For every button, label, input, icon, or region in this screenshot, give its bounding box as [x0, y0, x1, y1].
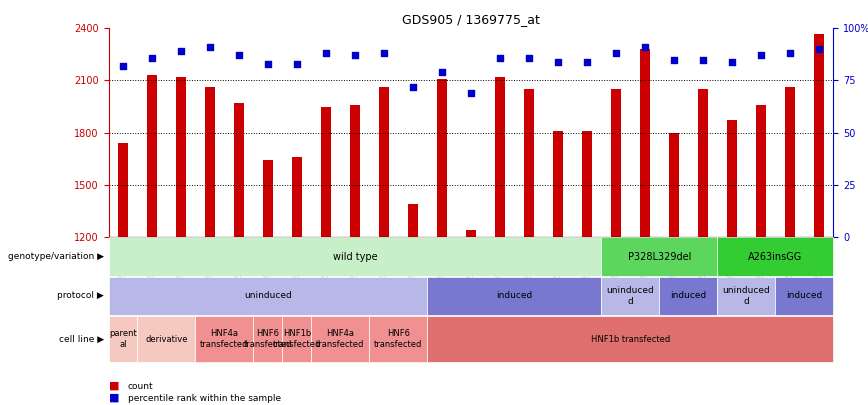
Point — [377, 50, 391, 57]
Text: uninduced: uninduced — [244, 291, 292, 301]
Text: HNF4a
transfected: HNF4a transfected — [316, 330, 365, 349]
Text: HNF4a
transfected: HNF4a transfected — [201, 330, 248, 349]
Bar — [668, 133, 679, 237]
Point — [116, 63, 130, 69]
Text: HNF1b transfected: HNF1b transfected — [591, 335, 670, 344]
Bar — [785, 87, 795, 237]
Bar — [660, 277, 717, 315]
Point — [493, 54, 507, 61]
Point — [551, 58, 565, 65]
Point — [812, 46, 825, 52]
Text: induced: induced — [496, 291, 532, 301]
Bar — [263, 160, 273, 237]
Bar — [408, 204, 418, 237]
Bar — [640, 49, 650, 237]
Bar — [466, 230, 476, 237]
Text: count: count — [128, 382, 154, 391]
Bar — [176, 77, 186, 237]
Bar — [118, 143, 128, 237]
Text: ■: ■ — [108, 393, 119, 403]
Bar — [233, 103, 244, 237]
Bar — [321, 107, 331, 237]
Bar — [378, 87, 389, 237]
Bar — [602, 237, 717, 276]
Point — [464, 90, 477, 96]
Point — [696, 56, 710, 63]
Bar — [602, 277, 660, 315]
Bar — [137, 316, 195, 362]
Text: A263insGG: A263insGG — [748, 252, 802, 262]
Text: uninduced
d: uninduced d — [607, 286, 654, 305]
Point — [290, 61, 304, 67]
Bar — [108, 277, 427, 315]
Point — [522, 54, 536, 61]
Text: P328L329del: P328L329del — [628, 252, 691, 262]
Text: derivative: derivative — [145, 335, 187, 344]
Bar — [147, 75, 157, 237]
Bar — [611, 89, 621, 237]
Bar — [427, 316, 833, 362]
Text: genotype/variation ▶: genotype/variation ▶ — [8, 252, 104, 261]
Point — [203, 44, 217, 50]
Point — [609, 50, 623, 57]
Point — [145, 54, 159, 61]
Bar — [108, 316, 137, 362]
Point — [725, 58, 739, 65]
Text: cell line ▶: cell line ▶ — [59, 335, 104, 344]
Bar — [292, 157, 302, 237]
Bar — [756, 105, 766, 237]
Point — [319, 50, 332, 57]
Point — [667, 56, 681, 63]
Text: HNF1b
transfected: HNF1b transfected — [273, 330, 321, 349]
Bar — [253, 316, 282, 362]
Bar — [108, 237, 602, 276]
Bar — [437, 79, 447, 237]
Point — [638, 44, 652, 50]
Text: HNF6
transfected: HNF6 transfected — [374, 330, 423, 349]
Bar — [282, 316, 312, 362]
Text: HNF6
transfected: HNF6 transfected — [244, 330, 293, 349]
Bar — [727, 120, 737, 237]
Text: wild type: wild type — [332, 252, 378, 262]
Point — [753, 52, 767, 59]
Bar — [427, 277, 602, 315]
Bar — [370, 316, 427, 362]
Bar — [523, 89, 534, 237]
Point — [406, 83, 420, 90]
Text: parent
al: parent al — [109, 330, 137, 349]
Text: induced: induced — [670, 291, 707, 301]
Bar — [775, 277, 833, 315]
Bar — [495, 77, 505, 237]
Point — [348, 52, 362, 59]
Bar — [205, 87, 215, 237]
Point — [435, 69, 449, 75]
Bar — [717, 237, 833, 276]
Bar — [350, 105, 360, 237]
Point — [232, 52, 246, 59]
Point — [261, 61, 275, 67]
Bar — [813, 34, 824, 237]
Bar — [553, 131, 563, 237]
Bar — [312, 316, 370, 362]
Title: GDS905 / 1369775_at: GDS905 / 1369775_at — [402, 13, 540, 26]
Point — [174, 48, 188, 55]
Text: percentile rank within the sample: percentile rank within the sample — [128, 394, 280, 403]
Point — [580, 58, 594, 65]
Point — [783, 50, 797, 57]
Text: protocol ▶: protocol ▶ — [57, 291, 104, 301]
Bar — [582, 131, 592, 237]
Text: uninduced
d: uninduced d — [722, 286, 770, 305]
Text: induced: induced — [786, 291, 822, 301]
Bar — [195, 316, 253, 362]
Bar — [698, 89, 708, 237]
Text: ■: ■ — [108, 381, 119, 391]
Bar — [717, 277, 775, 315]
